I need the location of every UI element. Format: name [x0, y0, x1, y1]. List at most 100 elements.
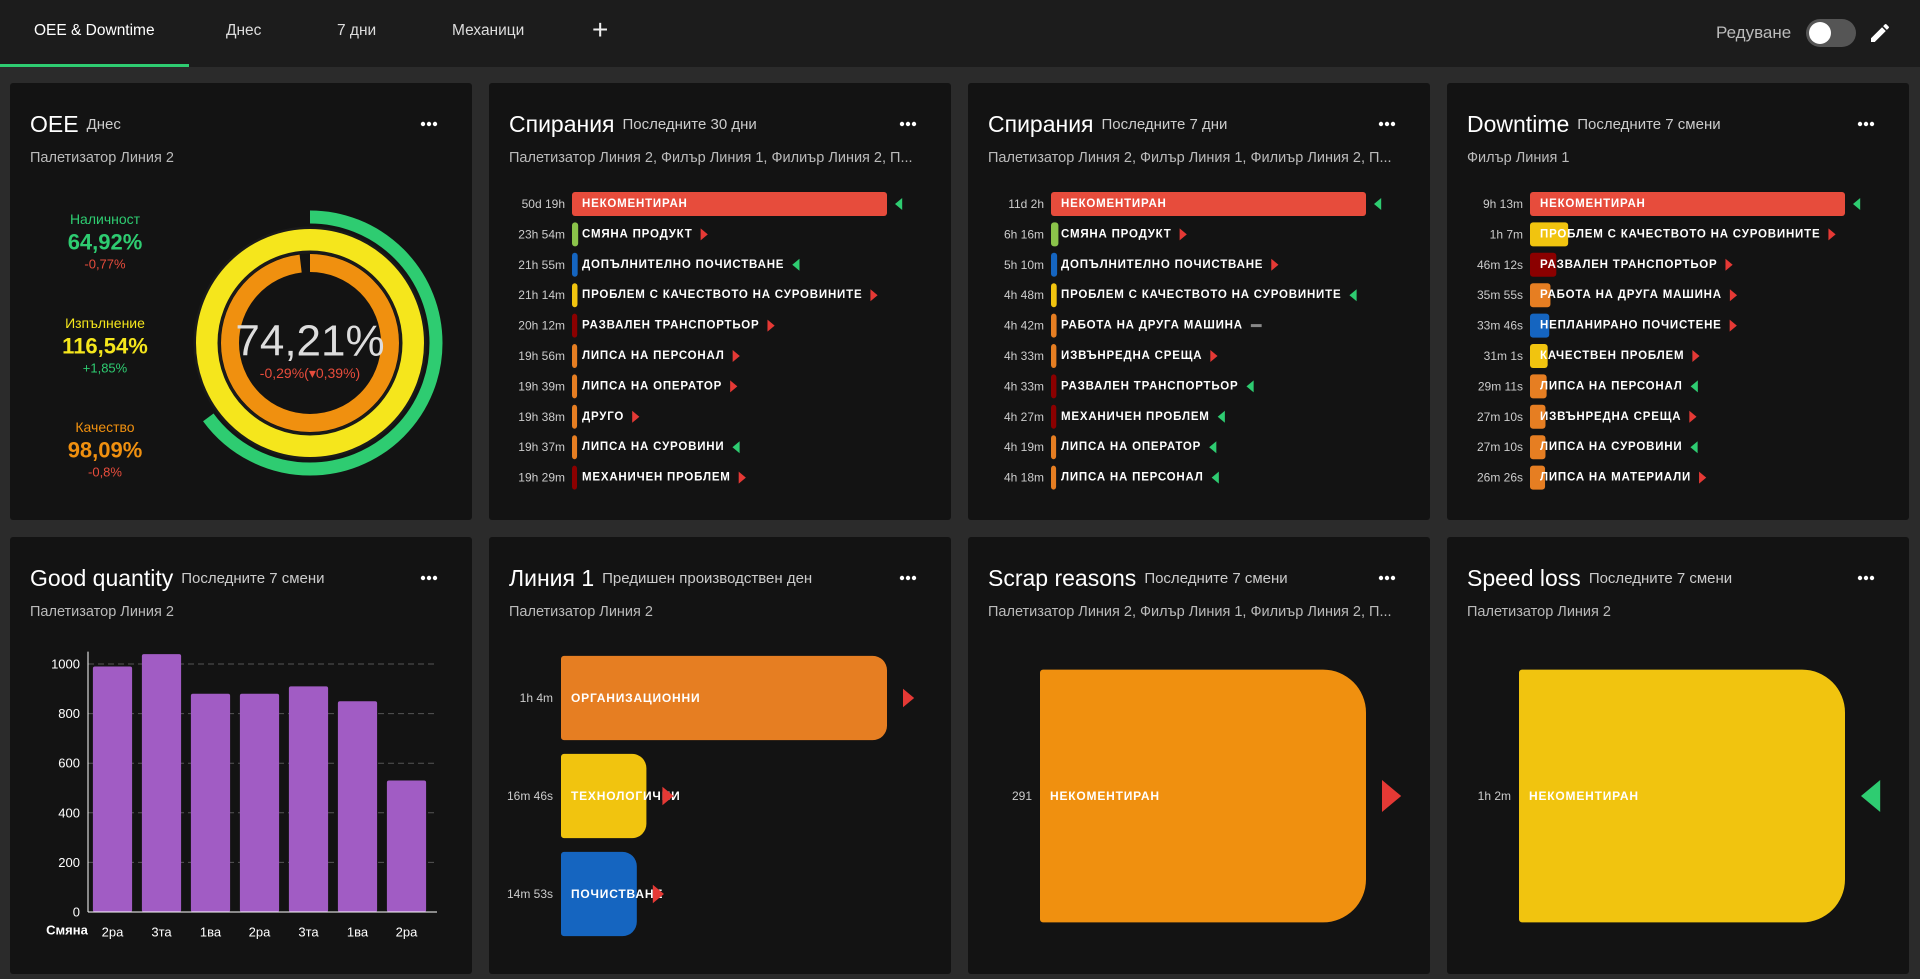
card-subtitle: Палетизатор Линия 2 — [30, 604, 174, 620]
tab[interactable]: Механици — [452, 22, 525, 39]
card: Scrap reasons Последните 7 смени Палетизат… — [968, 537, 1430, 974]
metric-value: 64,92% — [68, 230, 143, 255]
card-subtitle: Палетизатор Линия 2 — [1467, 604, 1611, 620]
duration-label: 19h 29m — [518, 471, 565, 485]
card-title: Good quantity Последните 7 смени — [30, 565, 325, 591]
tab[interactable]: OEE & Downtime — [34, 22, 155, 39]
menu-dot — [899, 575, 905, 581]
bar — [572, 313, 578, 338]
menu-dot — [1378, 121, 1384, 127]
trend-arrow — [1217, 410, 1225, 423]
bar-label: РАБОТА НА ДРУГА МАШИНА — [1540, 289, 1722, 301]
value-label: 14m 53s — [507, 887, 553, 901]
bar-label: СМЯНА ПРОДУКТ — [582, 228, 693, 240]
bar-label: ПРОБЛЕМ С КАЧЕСТВОТО НА СУРОВИНИТЕ — [582, 289, 862, 301]
bar-label: ЛИПСА НА ПЕРСОНАЛ — [1061, 472, 1204, 484]
tab[interactable]: Днес — [226, 22, 262, 39]
menu-dot — [1863, 121, 1869, 127]
menu-dot — [1378, 575, 1384, 581]
trend-arrow — [732, 350, 740, 362]
trend-arrow — [730, 380, 738, 393]
card-menu[interactable] — [1857, 121, 1875, 127]
period: Последните 7 смени — [181, 570, 324, 587]
bar — [1051, 435, 1057, 460]
duration-label: 4h 33m — [1004, 349, 1044, 363]
title: Спирания — [988, 111, 1094, 137]
trend-arrow — [1374, 198, 1382, 210]
title: OEE — [30, 111, 79, 137]
bar — [572, 404, 578, 429]
add-tab[interactable]: + — [592, 14, 609, 45]
card-title: Scrap reasons Последните 7 смени — [988, 565, 1288, 591]
duration-label: 27m 10s — [1477, 410, 1523, 424]
value-label: 291 — [1012, 789, 1032, 803]
bar — [1530, 313, 1550, 338]
menu-dot — [1390, 575, 1396, 581]
bar-label: ЛИПСА НА ПЕРСОНАЛ — [1540, 380, 1683, 392]
trend-arrow — [1725, 258, 1733, 271]
duration-label: 9h 13m — [1483, 197, 1523, 211]
card-subtitle: Палетизатор Линия 2 — [509, 604, 653, 620]
duration-label: 27m 10s — [1477, 440, 1523, 454]
card-menu[interactable] — [899, 575, 917, 581]
title: Scrap reasons — [988, 565, 1136, 591]
duration-label: 19h 37m — [518, 440, 565, 454]
card-menu[interactable] — [420, 121, 438, 127]
metric-value: 116,54% — [62, 334, 148, 359]
card-menu[interactable] — [420, 575, 438, 581]
trend-arrow — [652, 884, 664, 904]
x-tick-label: 1ва — [347, 925, 369, 940]
bar-label: РАБОТА НА ДРУГА МАШИНА — [1061, 320, 1243, 332]
trend-arrow — [1699, 471, 1707, 484]
metric-change: -0,77% — [84, 257, 126, 272]
duration-label: 19h 56m — [518, 349, 565, 363]
bar — [572, 192, 887, 216]
trend-arrow — [1692, 350, 1700, 362]
menu-dot — [911, 121, 917, 127]
card-menu[interactable] — [899, 121, 917, 127]
bar-label: ОРГАНИЗАЦИОННИ — [571, 691, 700, 705]
card-chart: Downtime Последните 7 смени Филър Линия 1 9… — [1467, 111, 1875, 490]
bar — [1519, 669, 1845, 923]
metric-label: Качество — [75, 419, 134, 435]
duration-label: 33m 46s — [1477, 319, 1523, 333]
card-subtitle: Филър Линия 1 — [1467, 150, 1569, 166]
duration-label: 4h 48m — [1004, 288, 1044, 302]
oee-change-current: -0,29%( — [260, 365, 309, 381]
value-label: 1h 2m — [1478, 789, 1511, 803]
bar — [572, 465, 578, 490]
tab[interactable]: 7 дни — [337, 22, 377, 39]
bar — [1051, 344, 1057, 368]
period: Днес — [87, 116, 122, 133]
card: Downtime Последните 7 смени Филър Линия 1 9… — [1447, 83, 1909, 520]
bar — [1051, 283, 1057, 308]
edit-toggle[interactable] — [1806, 19, 1856, 47]
card: Линия 1 Предишен производствен ден Палетиз… — [489, 537, 951, 974]
trend-arrow — [1729, 319, 1737, 332]
menu-dot — [1857, 121, 1863, 127]
period: Последните 7 смени — [1589, 570, 1732, 587]
period: Последните 7 дни — [1102, 116, 1228, 133]
title: Good quantity — [30, 565, 174, 591]
menu-dot — [432, 575, 438, 581]
bar — [141, 654, 182, 912]
card-menu[interactable] — [1378, 121, 1396, 127]
bar — [1530, 344, 1548, 368]
bar-label: ПОЧИСТВАНЕ — [571, 887, 663, 901]
bar — [1051, 465, 1057, 490]
edit-icon[interactable] — [1868, 21, 1892, 45]
trend-arrow — [1211, 471, 1219, 484]
trend-arrow — [632, 410, 640, 423]
trend-arrow — [767, 319, 775, 332]
card-subtitle: Палетизатор Линия 2 — [30, 150, 174, 166]
trend-arrow — [792, 258, 800, 271]
menu-dot — [1384, 121, 1390, 127]
trend-arrow — [1209, 441, 1217, 454]
menu-dot — [905, 575, 911, 581]
bar-label: ЛИПСА НА СУРОВИНИ — [582, 441, 724, 453]
card-menu[interactable] — [1378, 575, 1396, 581]
card-menu[interactable] — [1857, 575, 1875, 581]
card-title: Линия 1 Предишен производствен ден — [509, 565, 812, 591]
bar-label: ДРУГО — [582, 411, 624, 423]
oee-value: 74,21% — [235, 317, 384, 366]
